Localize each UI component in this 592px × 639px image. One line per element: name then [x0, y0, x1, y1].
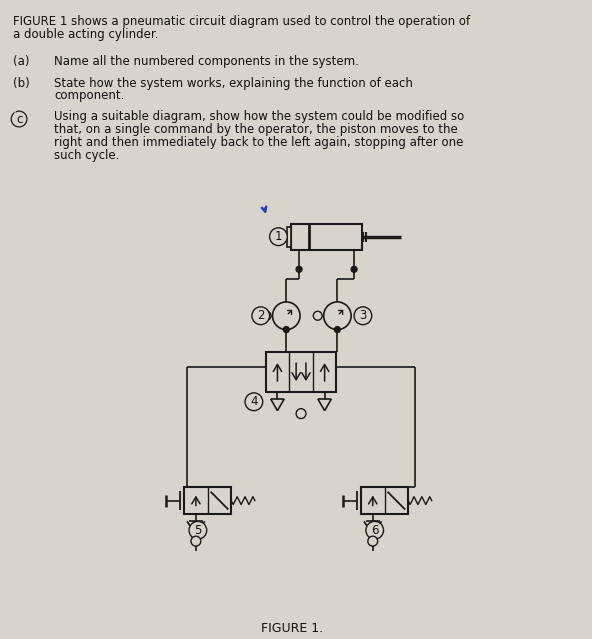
Text: c: c: [16, 112, 22, 125]
Text: FIGURE 1.: FIGURE 1.: [261, 622, 323, 635]
Text: Using a suitable diagram, show how the system could be modified so: Using a suitable diagram, show how the s…: [54, 110, 465, 123]
Circle shape: [296, 266, 302, 272]
Bar: [291, 224, 362, 249]
Circle shape: [313, 311, 322, 320]
Circle shape: [11, 111, 27, 127]
Circle shape: [324, 302, 351, 330]
Text: Name all the numbered components in the system.: Name all the numbered components in the …: [54, 55, 359, 68]
Circle shape: [262, 311, 271, 320]
Text: 6: 6: [371, 524, 378, 537]
Circle shape: [189, 521, 207, 539]
Text: (: (: [13, 110, 18, 123]
Circle shape: [284, 327, 289, 332]
Text: (a): (a): [13, 55, 30, 68]
Text: 5: 5: [194, 524, 201, 537]
Text: State how the system works, explaining the function of each: State how the system works, explaining t…: [54, 77, 413, 89]
Text: a double acting cylinder.: a double acting cylinder.: [13, 28, 159, 41]
Text: right and then immediately back to the left again, stopping after one: right and then immediately back to the l…: [54, 136, 464, 149]
Text: 4: 4: [250, 396, 258, 408]
Bar: [184, 487, 231, 514]
Bar: [287, 227, 291, 247]
Text: 2: 2: [257, 309, 265, 322]
Circle shape: [191, 536, 201, 546]
Circle shape: [252, 307, 269, 325]
Circle shape: [334, 327, 340, 332]
Circle shape: [354, 307, 372, 325]
Circle shape: [366, 521, 384, 539]
Bar: [361, 487, 408, 514]
Bar: [266, 352, 336, 392]
Circle shape: [351, 266, 357, 272]
Text: component.: component.: [54, 89, 125, 102]
Circle shape: [269, 227, 287, 245]
Text: 3: 3: [359, 309, 366, 322]
Text: that, on a single command by the operator, the piston moves to the: that, on a single command by the operato…: [54, 123, 458, 136]
Circle shape: [272, 302, 300, 330]
Circle shape: [368, 536, 378, 546]
Circle shape: [296, 409, 306, 419]
Text: such cycle.: such cycle.: [54, 149, 120, 162]
Circle shape: [245, 393, 263, 411]
Text: 1: 1: [275, 230, 282, 243]
Text: FIGURE 1 shows a pneumatic circuit diagram used to control the operation of: FIGURE 1 shows a pneumatic circuit diagr…: [13, 15, 470, 28]
Text: (b): (b): [13, 77, 30, 89]
